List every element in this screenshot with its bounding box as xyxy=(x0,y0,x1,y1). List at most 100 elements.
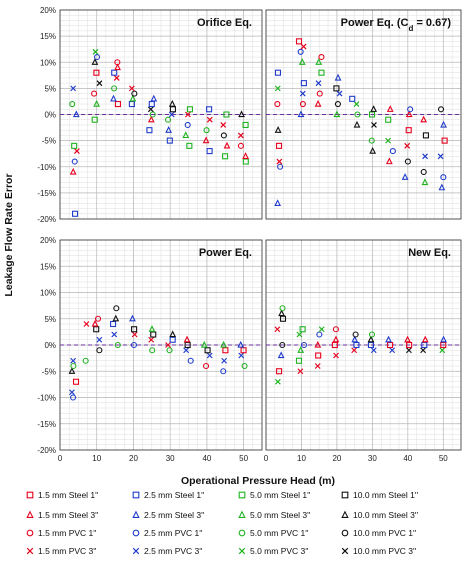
data-point xyxy=(351,335,359,343)
legend-marker xyxy=(341,491,349,499)
data-point xyxy=(279,341,286,349)
data-point xyxy=(169,336,176,343)
data-point xyxy=(203,127,210,134)
data-point-stroke-b xyxy=(300,43,307,50)
data-point xyxy=(420,168,427,176)
panel-3: 20% 15% 10% 5% 0% -5% -10% -15% -20%0 10 20 30 40 50 P… xyxy=(37,236,263,463)
legend-label: 1.5 mm PVC 3'' xyxy=(38,546,97,556)
legend-label: 5.0 mm Steel 1'' xyxy=(250,490,311,500)
legend: 1.5 mm Steel 1'' 1.5 mm Steel 3'' 1.5 mm P… xyxy=(26,490,419,556)
legend-marker-stroke-b xyxy=(341,547,349,555)
legend-item: 10.0 mm PVC 3'' xyxy=(341,546,417,556)
data-point xyxy=(407,106,414,113)
data-point xyxy=(385,137,392,144)
data-point xyxy=(147,106,154,113)
panel-2: Power Eq. (Cd = 0.67) xyxy=(265,9,462,220)
legend-label: 5.0 mm PVC 1'' xyxy=(250,528,309,538)
data-point xyxy=(274,101,281,108)
y-tick-label: -5% xyxy=(42,137,56,146)
y-tick-label: -5% xyxy=(42,367,56,376)
data-point xyxy=(220,122,227,128)
legend-label: 1.5 mm Steel 1'' xyxy=(38,490,99,500)
data-point xyxy=(316,331,323,338)
data-point xyxy=(389,148,396,155)
data-point-stroke-b xyxy=(73,148,80,154)
data-point xyxy=(148,336,155,343)
data-point xyxy=(422,132,429,139)
legend-marker xyxy=(26,547,34,555)
data-point xyxy=(223,141,231,149)
data-point xyxy=(351,347,358,354)
data-point xyxy=(316,90,323,97)
data-points xyxy=(274,38,448,206)
data-point-stroke-b xyxy=(69,389,75,396)
legend-item: 2.5 mm PVC 3'' xyxy=(132,546,203,556)
data-point xyxy=(92,48,99,55)
data-point-stroke-b xyxy=(92,48,99,55)
data-point xyxy=(164,116,172,123)
data-point xyxy=(421,341,428,349)
panel-title-main: Power Eq. (C xyxy=(341,17,409,29)
data-point-stroke-b xyxy=(70,357,77,364)
legend-item: 1.5 mm Steel 3'' xyxy=(26,510,99,520)
data-point xyxy=(220,368,227,375)
data-point xyxy=(318,69,325,76)
data-point xyxy=(369,146,377,154)
legend-label: 5.0 mm PVC 3'' xyxy=(250,546,309,556)
data-point-stroke-b xyxy=(96,80,103,87)
y-tick-label: 15% xyxy=(40,262,56,271)
data-point xyxy=(370,347,377,354)
panel-title-subscript: d xyxy=(409,24,414,33)
x-tick-label: 20 xyxy=(332,454,341,463)
data-point xyxy=(440,174,447,181)
data-point-stroke-b xyxy=(333,352,339,359)
y-tick-label: 20% xyxy=(40,6,56,15)
legend-marker-stroke-b xyxy=(132,547,140,555)
data-point xyxy=(131,326,138,333)
data-point xyxy=(295,38,303,45)
data-point xyxy=(315,352,322,359)
data-point xyxy=(389,347,396,354)
x-tick-label: 40 xyxy=(403,454,412,463)
x-tick-label: 30 xyxy=(368,454,377,463)
data-point xyxy=(93,53,101,61)
legend-label: 5.0 mm Steel 3'' xyxy=(250,510,311,520)
legend-marker xyxy=(341,547,349,555)
data-point xyxy=(353,120,361,128)
data-point xyxy=(404,158,411,165)
data-point xyxy=(420,347,427,354)
panel-title-suffix: = 0.67) xyxy=(413,17,451,29)
data-point xyxy=(110,94,117,102)
data-point xyxy=(300,80,307,87)
data-point xyxy=(318,53,325,61)
data-point xyxy=(333,85,340,92)
data-point xyxy=(182,131,190,139)
data-point xyxy=(334,73,342,81)
y-tick-label: 5% xyxy=(44,84,56,93)
data-point xyxy=(94,315,102,322)
data-point xyxy=(128,85,135,92)
data-point-stroke-b xyxy=(183,347,190,354)
data-point xyxy=(437,106,445,113)
data-point xyxy=(314,340,322,348)
data-point xyxy=(297,346,305,353)
legend-label: 10.0 mm PVC 3'' xyxy=(353,546,417,556)
panel-4: 0 10 20 30 40 50 New Eq. xyxy=(264,239,462,463)
data-point xyxy=(438,183,446,191)
data-point xyxy=(111,69,118,76)
data-point xyxy=(299,326,306,333)
data-point xyxy=(184,121,191,128)
data-point xyxy=(128,101,135,108)
data-point xyxy=(315,80,322,87)
legend-item: 5.0 mm PVC 1'' xyxy=(238,528,309,538)
data-point xyxy=(242,152,249,159)
y-axis-label: Leakage Flow Rate Error xyxy=(3,173,15,296)
x-tick-label: 10 xyxy=(297,454,306,463)
data-point xyxy=(406,341,413,349)
legend-marker-stroke-b xyxy=(26,547,34,555)
data-point-stroke-b xyxy=(111,331,118,338)
data-point xyxy=(237,142,244,149)
data-point xyxy=(299,101,306,108)
data-point xyxy=(69,101,76,108)
data-point xyxy=(274,378,281,385)
